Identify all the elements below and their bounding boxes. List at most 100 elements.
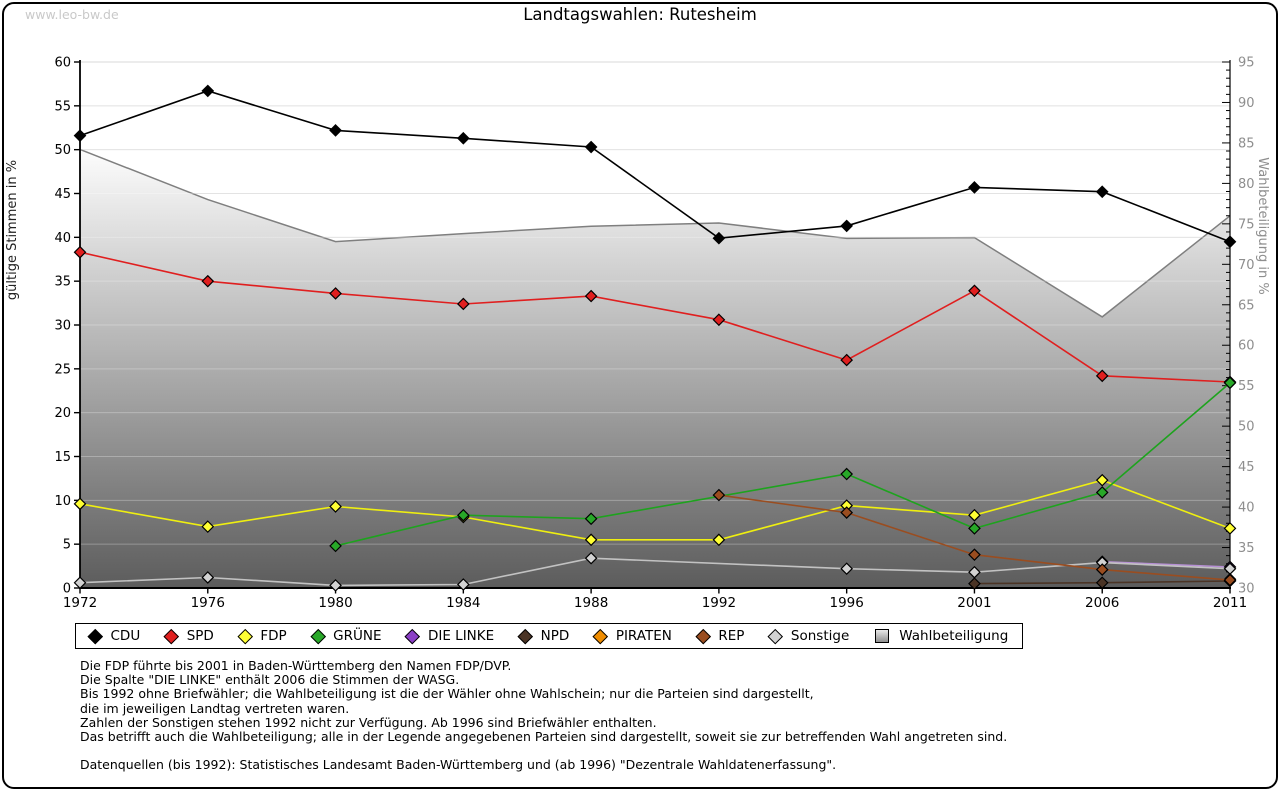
left-tick-label: 5 (63, 538, 71, 553)
series-marker-gr-ne (329, 539, 342, 553)
legend-item-cdu: CDU (87, 628, 141, 644)
left-tick-label: 50 (54, 143, 71, 158)
year-label: 2001 (957, 595, 991, 611)
series-marker-sonstige (201, 571, 215, 584)
left-axis-title: gültige Stimmen in % (5, 160, 20, 300)
series-marker-cdu (1223, 235, 1237, 249)
legend-label: CDU (110, 628, 141, 644)
series-marker-gr-ne (1095, 486, 1109, 499)
series-line-cdu (79, 90, 1231, 243)
left-tick-label: 10 (54, 494, 71, 509)
left-tick-label: 45 (54, 187, 71, 202)
left-tick-label: 30 (54, 319, 71, 334)
series-marker-spd (329, 287, 342, 300)
series-marker-spd (712, 313, 726, 327)
right-tick-label: 40 (1238, 501, 1255, 516)
series-marker-spd (201, 274, 215, 288)
legend-diamond-icon-npd (517, 628, 533, 644)
legend-item-gr-ne: GRÜNE (310, 628, 381, 644)
legend-item-die-linke: DIE LINKE (405, 628, 495, 644)
right-tick-label: 85 (1238, 136, 1255, 151)
series-line-die-linke (1102, 560, 1231, 568)
year-label: 2011 (1213, 595, 1247, 611)
series-marker-gr-ne (840, 467, 854, 481)
legend-label: Sonstige (790, 628, 850, 644)
series-marker-sonstige (329, 579, 342, 592)
legend-square-icon-wahlbeteiligung (875, 629, 890, 643)
turnout-area (80, 149, 1230, 588)
right-tick-label: 80 (1238, 177, 1255, 192)
series-marker-cdu (456, 131, 470, 145)
series-marker-spd (840, 353, 854, 367)
footnote-line: die im jeweiligen Landtag vertreten ware… (80, 700, 350, 716)
left-tick-label: 25 (54, 362, 71, 377)
footnote-line (80, 744, 1007, 758)
legend-item-sonstige: Sonstige (768, 628, 850, 644)
legend-diamond-icon-fdp (237, 628, 253, 644)
series-marker-fdp (1223, 522, 1237, 535)
series-marker-cdu (584, 140, 598, 154)
series-marker-npd (968, 577, 981, 590)
series-marker-cdu (840, 219, 854, 233)
left-tick-label: 20 (54, 406, 71, 421)
series-marker-gr-ne (968, 522, 981, 535)
series-marker-sonstige (584, 551, 598, 565)
right-tick-label: 50 (1238, 420, 1255, 435)
series-marker-gr-ne (456, 508, 470, 522)
footnotes: Die FDP führte bis 2001 in Baden-Württem… (80, 658, 1008, 773)
left-tick-label: 55 (54, 99, 71, 114)
left-tick-label: 15 (54, 450, 71, 465)
legend-diamond-icon-die-linke (405, 628, 421, 644)
series-marker-rep (1095, 563, 1109, 576)
right-tick-label: 70 (1238, 258, 1255, 273)
legend-item-rep: REP (695, 628, 745, 644)
data-source-line: Datenquellen (bis 1992): Statistisches L… (80, 757, 837, 773)
series-marker-npd (1095, 576, 1109, 590)
legend-diamond-icon-piraten (593, 628, 608, 644)
footnote-line: Zahlen der Sonstigen stehen 1992 nicht z… (80, 714, 657, 730)
chart-svg: 0 5 10 15 20 25 30 35 40 45 50 55 60 30 35 40 45 50 55 60 65… (5, 56, 1270, 612)
legend-item-fdp: FDP (237, 628, 287, 644)
left-tick-label: 40 (54, 231, 71, 246)
series-marker-cdu (201, 84, 215, 98)
legend-label: FDP (260, 628, 287, 644)
series-marker-spd (584, 289, 598, 303)
legend-diamond-icon-sonstige (768, 628, 784, 644)
series-marker-fdp (968, 508, 981, 522)
series-marker-gr-ne (584, 512, 598, 526)
legend-label: DIE LINKE (427, 628, 495, 644)
year-label: 1972 (63, 595, 97, 611)
footnote-line: Die Spalte "DIE LINKE" enthält 2006 die … (80, 672, 460, 688)
series-marker-rep (1223, 573, 1237, 587)
footnote-line: Das betrifft auch die Wahlbeteiligung; a… (80, 729, 1008, 745)
series-marker-cdu (968, 181, 981, 194)
year-label: 1996 (829, 595, 863, 611)
series-marker-rep (968, 548, 981, 562)
legend-label: REP (718, 628, 745, 644)
left-tick-label: 35 (54, 275, 71, 290)
legend-label: PIRATEN (615, 628, 672, 644)
right-axis-title: Wahlbeteiligung in % (1255, 157, 1270, 294)
series-line-spd (79, 251, 1231, 383)
legend-item-spd: SPD (164, 628, 214, 644)
year-label: 1976 (191, 595, 225, 611)
legend-item-wahlbeteiligung: Wahlbeteiligung (875, 628, 1008, 644)
series-marker-spd (968, 284, 981, 298)
series-marker-fdp (201, 520, 215, 533)
series-marker-rep (840, 506, 854, 519)
series-marker-sonstige (73, 576, 87, 590)
year-label: 2006 (1085, 595, 1119, 611)
legend-diamond-icon-gr-ne (310, 628, 326, 644)
right-tick-label: 90 (1238, 96, 1255, 111)
series-marker-fdp (1095, 473, 1109, 487)
series-marker-fdp (712, 533, 726, 547)
series-marker-fdp (73, 497, 87, 511)
legend-diamond-icon-rep (695, 628, 711, 644)
series-marker-sonstige (456, 578, 470, 591)
legend-label: Wahlbeteiligung (899, 628, 1009, 644)
series-marker-cdu (1095, 185, 1109, 199)
series-marker-spd (456, 297, 470, 311)
election-line-chart: 0 5 10 15 20 25 30 35 40 45 50 55 60 30 35 40 45 50 55 60 65… (5, 56, 1270, 612)
left-tick-label: 0 (63, 582, 71, 597)
right-tick-label: 95 (1238, 56, 1255, 71)
